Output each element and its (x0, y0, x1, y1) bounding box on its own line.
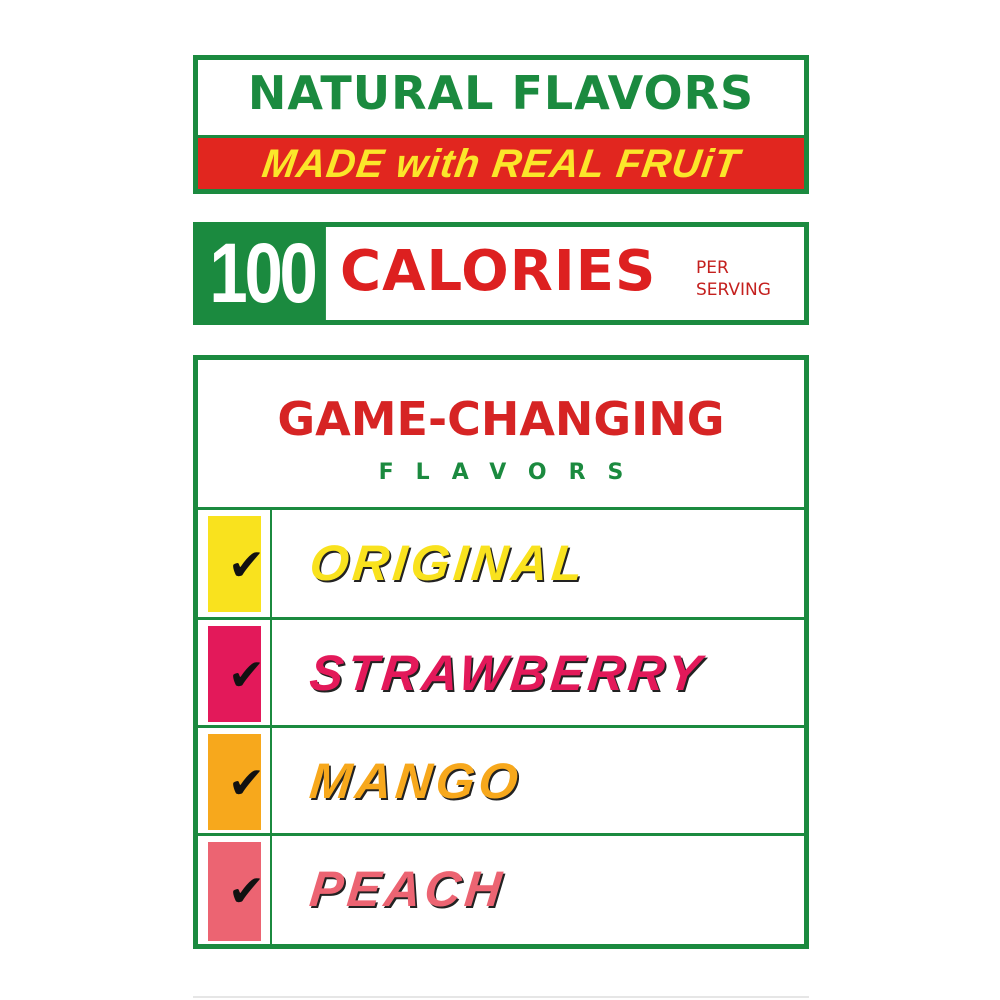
flavor-swatch (208, 734, 261, 830)
divider (270, 510, 272, 618)
checkmark-icon: ✔ (228, 866, 265, 917)
flavors-subheading: FLAVORS (378, 460, 646, 485)
flavors-heading: GAME-CHANGING (277, 392, 725, 446)
per-text: PER (696, 258, 729, 278)
checkmark-icon: ✔ (228, 650, 265, 701)
divider (270, 620, 272, 728)
flavor-swatch (208, 842, 261, 941)
flavor-swatch (208, 516, 261, 612)
real-fruit-band: MADE with REAL FRUiT (198, 135, 804, 189)
calorie-number: 100 (198, 227, 326, 320)
flavor-row-peach: ✔ PEACH (198, 833, 804, 947)
flavor-name: STRAWBERRY (307, 645, 708, 701)
flavors-box: GAME-CHANGING FLAVORS ✔ ORIGINAL ✔ STRAW… (193, 355, 809, 949)
natural-flavors-box: NATURAL FLAVORS MADE with REAL FRUiT (193, 55, 809, 194)
flavor-name: PEACH (307, 861, 508, 917)
bottom-divider (193, 996, 809, 998)
per-serving: PER SERVING (696, 257, 771, 301)
flavor-row-original: ✔ ORIGINAL (198, 507, 804, 618)
checkmark-icon: ✔ (228, 758, 265, 809)
real-fruit-text: MADE with REAL FRUiT (259, 142, 743, 186)
divider (270, 728, 272, 836)
checkmark-icon: ✔ (228, 540, 265, 591)
flavor-row-strawberry: ✔ STRAWBERRY (198, 617, 804, 728)
serving-text: SERVING (696, 280, 771, 300)
calories-box: 100 CALORIES PER SERVING (193, 222, 809, 325)
calories-label: CALORIES (340, 239, 657, 304)
divider (270, 836, 272, 947)
flavor-row-mango: ✔ MANGO (198, 725, 804, 836)
flavor-name: MANGO (307, 753, 525, 809)
flavor-name: ORIGINAL (307, 535, 590, 591)
flavor-swatch (208, 626, 261, 722)
natural-flavors-title: NATURAL FLAVORS (247, 66, 755, 120)
